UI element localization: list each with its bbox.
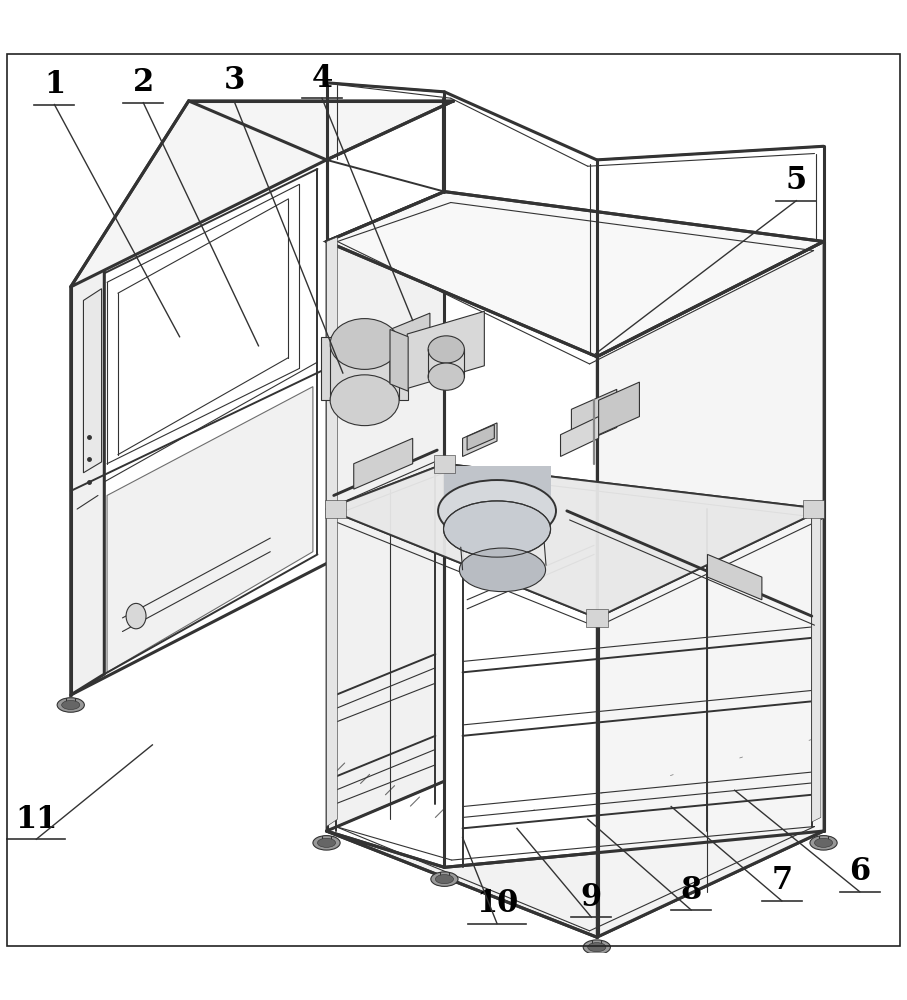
Ellipse shape xyxy=(313,836,340,850)
Text: 3: 3 xyxy=(223,65,245,96)
Polygon shape xyxy=(321,337,408,400)
Polygon shape xyxy=(354,438,413,489)
Text: 4: 4 xyxy=(311,63,333,94)
Polygon shape xyxy=(327,831,824,937)
Ellipse shape xyxy=(583,940,610,954)
Ellipse shape xyxy=(810,836,837,850)
Ellipse shape xyxy=(57,698,84,712)
Ellipse shape xyxy=(435,875,454,884)
Polygon shape xyxy=(467,425,494,450)
Ellipse shape xyxy=(438,480,556,542)
Text: 1: 1 xyxy=(44,69,65,100)
Ellipse shape xyxy=(428,336,464,363)
Ellipse shape xyxy=(431,872,458,886)
Ellipse shape xyxy=(588,943,606,952)
Ellipse shape xyxy=(126,603,146,629)
Text: 7: 7 xyxy=(771,865,793,896)
Polygon shape xyxy=(390,313,430,384)
Polygon shape xyxy=(71,264,104,695)
Ellipse shape xyxy=(317,838,336,847)
Polygon shape xyxy=(407,311,484,388)
Ellipse shape xyxy=(428,363,464,390)
Text: 2: 2 xyxy=(132,67,154,98)
Polygon shape xyxy=(107,387,313,672)
Polygon shape xyxy=(71,101,453,287)
Text: 8: 8 xyxy=(680,875,702,906)
Polygon shape xyxy=(571,389,617,447)
Polygon shape xyxy=(327,192,824,357)
Ellipse shape xyxy=(330,319,399,369)
Polygon shape xyxy=(434,455,455,473)
Polygon shape xyxy=(597,242,824,937)
Ellipse shape xyxy=(62,700,80,710)
Polygon shape xyxy=(599,382,639,435)
Polygon shape xyxy=(707,554,762,600)
Ellipse shape xyxy=(460,548,546,592)
Polygon shape xyxy=(390,329,408,391)
Text: 6: 6 xyxy=(849,856,871,887)
Ellipse shape xyxy=(330,375,399,426)
Ellipse shape xyxy=(814,838,833,847)
Polygon shape xyxy=(463,423,497,456)
Text: 10: 10 xyxy=(476,888,518,919)
Polygon shape xyxy=(561,417,599,456)
Polygon shape xyxy=(327,192,444,831)
Text: 5: 5 xyxy=(785,165,807,196)
Polygon shape xyxy=(586,609,608,627)
Polygon shape xyxy=(325,500,346,518)
Polygon shape xyxy=(327,237,337,827)
Ellipse shape xyxy=(444,501,551,557)
Polygon shape xyxy=(444,466,551,529)
Text: 9: 9 xyxy=(580,882,602,913)
Polygon shape xyxy=(812,509,821,822)
Polygon shape xyxy=(327,464,824,618)
Polygon shape xyxy=(803,500,824,518)
Polygon shape xyxy=(83,289,102,473)
Text: 11: 11 xyxy=(15,804,57,835)
